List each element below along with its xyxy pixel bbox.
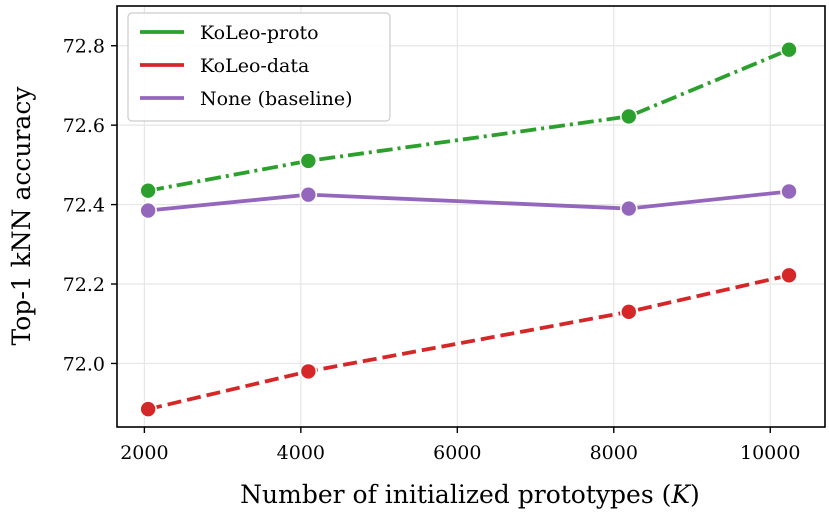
- x-axis-label-main: Number of initialized prototypes (: [240, 480, 671, 509]
- x-tick-label: 4000: [277, 442, 325, 464]
- x-tick-label: 2000: [120, 442, 168, 464]
- legend-label: KoLeo-proto: [200, 22, 319, 44]
- data-point: [780, 40, 798, 59]
- series-layer: [139, 40, 798, 418]
- data-point: [619, 303, 638, 321]
- legend-label: KoLeo-data: [200, 55, 309, 77]
- legend: KoLeo-proto KoLeo-data None (baseline): [127, 12, 391, 122]
- x-axis-label-suffix: ): [690, 480, 700, 509]
- data-point: [619, 107, 638, 126]
- data-point: [299, 152, 318, 170]
- series-line: [147, 47, 790, 193]
- series-koleo-data: [139, 266, 798, 418]
- y-tick-label: 72.6: [63, 115, 105, 137]
- x-axis-label: Number of initialized prototypes (K): [240, 480, 700, 509]
- x-tick-label: 8000: [590, 442, 638, 464]
- series-line: [147, 189, 790, 213]
- data-point: [139, 201, 157, 220]
- y-tick-label: 72.4: [63, 195, 105, 217]
- series-koleo-proto: [139, 40, 798, 200]
- data-point: [780, 266, 798, 285]
- plot-frame: [116, 5, 826, 428]
- y-tick-label: 72.2: [63, 274, 105, 296]
- series-none-baseline: [139, 182, 798, 220]
- data-point: [139, 400, 157, 418]
- x-tick-label: 10000: [740, 442, 800, 464]
- data-point: [780, 182, 798, 201]
- data-point: [139, 181, 157, 200]
- axis-ticks: 2000 4000 6000 8000 10000 72.0 72.2 72.4 72.6 72.…: [63, 36, 801, 464]
- y-tick-label: 72.8: [63, 36, 105, 58]
- x-tick-label: 6000: [433, 442, 481, 464]
- data-point: [299, 362, 318, 381]
- legend-label: None (baseline): [200, 88, 353, 110]
- data-point: [299, 185, 318, 204]
- series-line: [147, 273, 790, 411]
- x-axis-label-variable: K: [670, 480, 691, 509]
- y-tick-label: 72.0: [63, 353, 105, 375]
- legend-box: [127, 12, 391, 122]
- data-point: [619, 199, 638, 218]
- y-axis-label: Top-1 kNN accuracy: [7, 86, 36, 346]
